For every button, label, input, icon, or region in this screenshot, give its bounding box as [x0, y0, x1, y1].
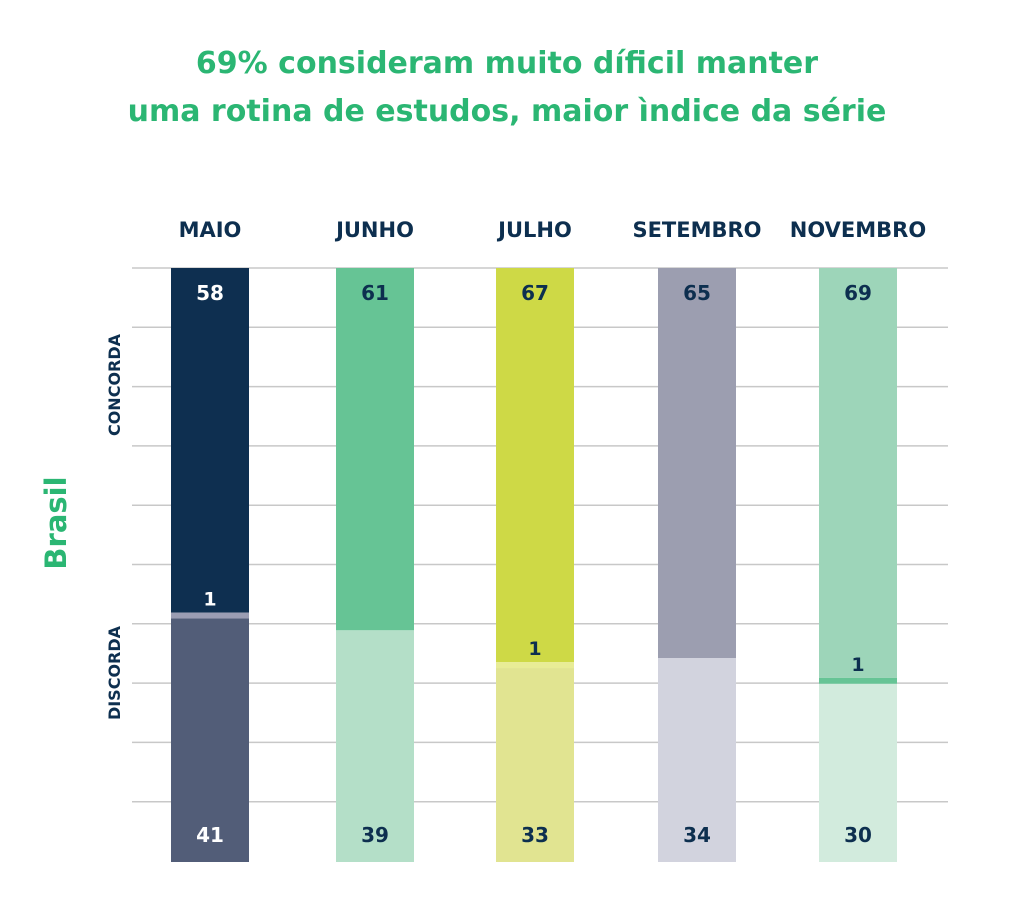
category-label-julho: JULHO: [496, 218, 572, 242]
value-label-neutral-julho: 1: [528, 638, 541, 660]
bar-neutral-julho: [496, 662, 574, 669]
category-label-setembro: SETEMBRO: [632, 218, 761, 242]
bar-concorda-novembro: [819, 268, 897, 678]
bar-concorda-setembro: [658, 268, 736, 658]
bar-discorda-novembro: [819, 683, 897, 862]
value-label-neutral-novembro: 1: [851, 654, 864, 676]
value-label-discorda-junho: 39: [361, 823, 389, 847]
bar-discorda-julho: [496, 668, 574, 862]
value-label-discorda-novembro: 30: [844, 823, 872, 847]
group-label-concorda: CONCORDA: [105, 333, 124, 436]
category-label-novembro: NOVEMBRO: [790, 218, 926, 242]
bar-discorda-junho: [336, 630, 414, 862]
bar-neutral-novembro: [819, 677, 897, 684]
chart-title-line-1: 69% consideram muito díficil manter: [196, 46, 818, 81]
value-label-concorda-maio: 58: [196, 281, 224, 305]
value-label-discorda-julho: 33: [521, 823, 549, 847]
bar-neutral-maio: [171, 612, 249, 619]
bar-concorda-julho: [496, 268, 574, 663]
value-label-concorda-setembro: 65: [683, 281, 711, 305]
group-label-discorda: DISCORDA: [105, 625, 124, 720]
value-label-concorda-junho: 61: [361, 281, 389, 305]
side-label-brasil: Brasil: [39, 476, 73, 569]
category-label-maio: MAIO: [179, 218, 242, 242]
value-label-concorda-julho: 67: [521, 281, 549, 305]
bar-concorda-junho: [336, 268, 414, 631]
labels: MAIO JUNHO JULHO SETEMBRO NOVEMBRO 58 1 41 61 39 6…: [179, 218, 927, 847]
chart-title-line-2: uma rotina de estudos, maior ìndice da s…: [128, 94, 887, 129]
value-label-concorda-novembro: 69: [844, 281, 872, 305]
category-label-junho: JUNHO: [334, 218, 414, 242]
bar-concorda-maio: [171, 268, 249, 613]
bars: [171, 268, 897, 862]
value-label-discorda-setembro: 34: [683, 823, 711, 847]
value-label-neutral-maio: 1: [203, 589, 216, 611]
bar-discorda-maio: [171, 618, 249, 862]
bar-discorda-setembro: [658, 658, 736, 862]
value-label-discorda-maio: 41: [196, 823, 224, 847]
